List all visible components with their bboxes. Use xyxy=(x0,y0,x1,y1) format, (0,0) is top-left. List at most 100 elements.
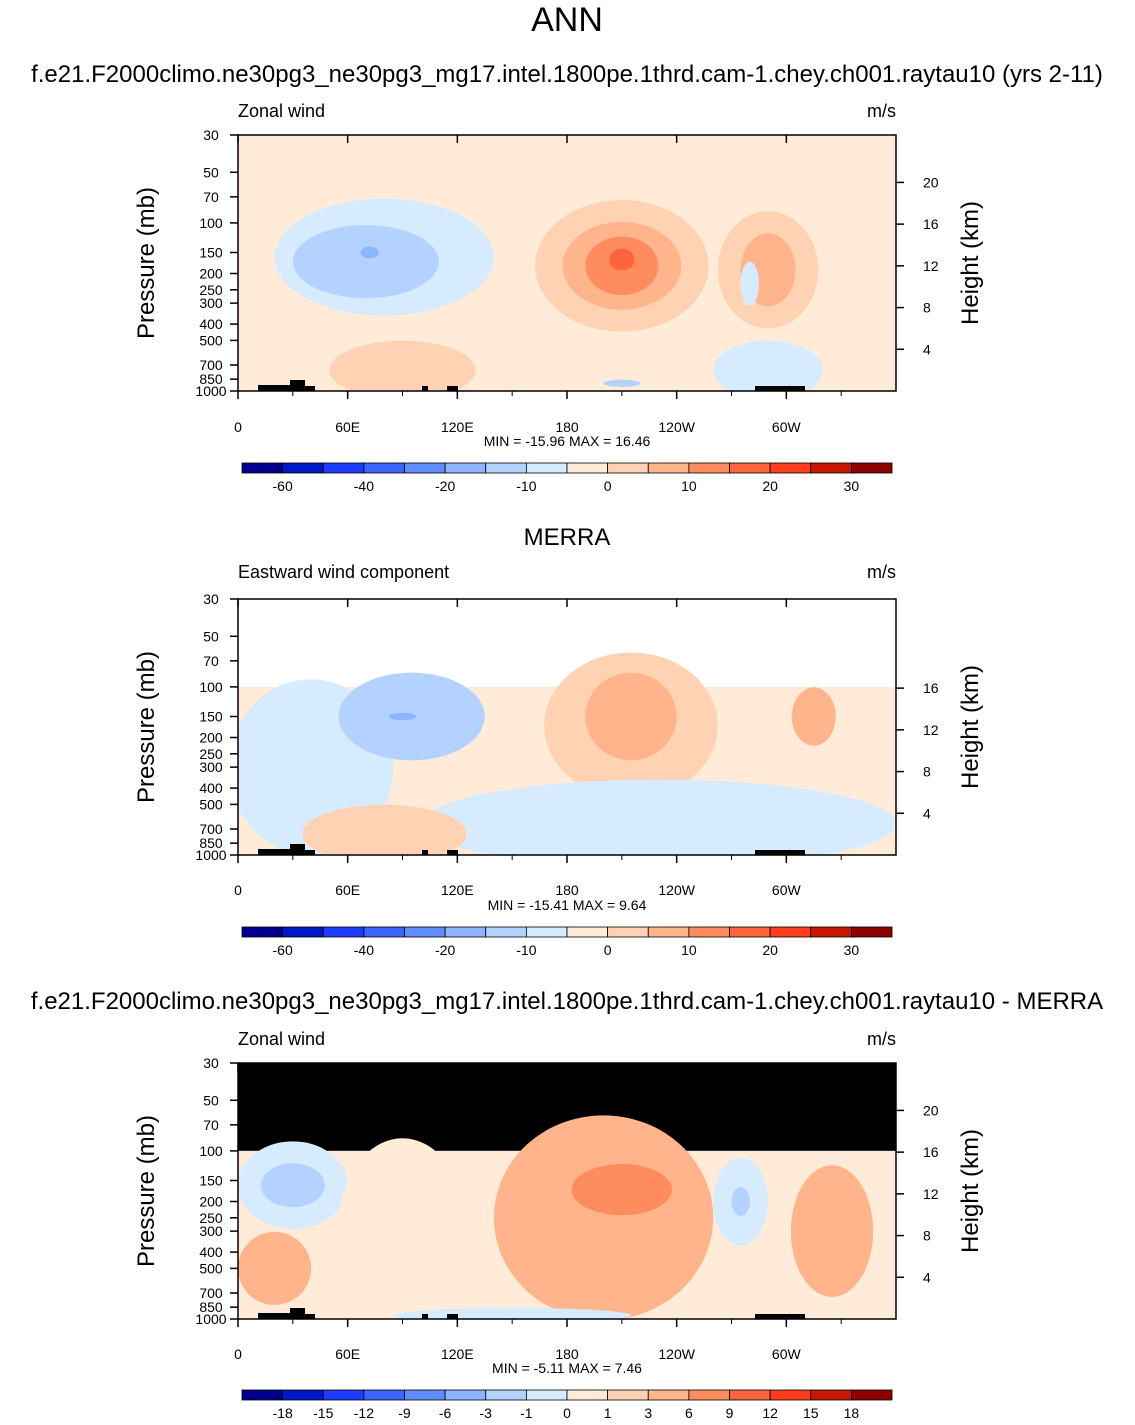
colorbar-label: -20 xyxy=(435,478,455,494)
topography-mask xyxy=(305,386,315,391)
y-tick-label: 200 xyxy=(199,266,223,282)
x-tick-label: 180 xyxy=(555,419,579,435)
y2-tick-label: 12 xyxy=(923,1186,939,1202)
contour-region xyxy=(585,672,677,761)
x-tick-label: 180 xyxy=(555,1346,579,1362)
colorbar-label: 20 xyxy=(762,478,778,494)
colorbar-swatch xyxy=(444,926,487,938)
topography-mask xyxy=(422,386,428,391)
colorbar-swatch xyxy=(850,1389,893,1401)
colorbar-label: 10 xyxy=(681,942,697,958)
colorbar-swatch xyxy=(444,462,487,474)
contour-region xyxy=(740,261,759,306)
panel-units: m/s xyxy=(867,562,896,582)
colorbar-swatch xyxy=(647,1389,690,1401)
colorbar-swatch xyxy=(729,1389,771,1401)
plot-area xyxy=(238,1063,896,1319)
y-tick-label: 30 xyxy=(203,1055,219,1071)
x-tick-label: 120W xyxy=(658,1346,695,1362)
y-tick-label: 100 xyxy=(199,1143,223,1159)
panel-3: f.e21.F2000climo.ne30pg3_ne30pg3_mg17.in… xyxy=(31,988,1103,1421)
contour-region xyxy=(713,340,823,391)
colorbar-label: -15 xyxy=(313,1405,333,1421)
colorbar-swatch xyxy=(363,1389,405,1401)
colorbar-swatch xyxy=(485,926,527,938)
page-title: ANN xyxy=(531,1,603,39)
colorbar-label: 0 xyxy=(604,478,612,494)
y-tick-label: 1000 xyxy=(195,383,226,399)
colorbar-swatch xyxy=(810,462,852,474)
x-tick-label: 60W xyxy=(772,882,802,898)
colorbar-label: 15 xyxy=(803,1405,819,1421)
colorbar-label: -10 xyxy=(516,478,536,494)
panel-units: m/s xyxy=(867,1029,896,1049)
contour-region xyxy=(420,779,896,855)
colorbar-label: -20 xyxy=(435,942,455,958)
colorbar-swatch xyxy=(647,462,690,474)
colorbar-swatch xyxy=(688,1389,730,1401)
x-tick-label: 60E xyxy=(335,1346,360,1362)
contour-region xyxy=(360,246,379,259)
x-tick-label: 60E xyxy=(335,882,360,898)
colorbar-label: 10 xyxy=(681,478,697,494)
colorbar-swatch xyxy=(525,926,568,938)
panel-heading: f.e21.F2000climo.ne30pg3_ne30pg3_mg17.in… xyxy=(31,988,1103,1015)
y-axis-label: Pressure (mb) xyxy=(133,1115,160,1267)
y-tick-label: 500 xyxy=(199,796,223,812)
colorbar-swatch xyxy=(444,1389,487,1401)
y2-axis-label: Height (km) xyxy=(957,1129,984,1253)
colorbar-swatch xyxy=(729,462,771,474)
colorbar-swatch xyxy=(769,1389,812,1401)
y2-tick-label: 20 xyxy=(923,1102,939,1118)
y-tick-label: 1000 xyxy=(195,847,226,863)
y-tick-label: 100 xyxy=(199,679,223,695)
y-tick-label: 500 xyxy=(199,332,223,348)
colorbar-swatch xyxy=(607,926,649,938)
colorbar-swatch xyxy=(729,926,771,938)
y-tick-label: 150 xyxy=(199,244,223,260)
colorbar-swatch xyxy=(566,1389,609,1401)
contour-region xyxy=(493,1115,714,1319)
colorbar-label: 18 xyxy=(844,1405,860,1421)
x-tick-label: 180 xyxy=(555,882,579,898)
colorbar-swatch xyxy=(769,462,812,474)
panel-heading: MERRA xyxy=(524,524,611,551)
colorbar-swatch xyxy=(404,462,446,474)
colorbar-label: -6 xyxy=(439,1405,452,1421)
topography-mask xyxy=(258,1313,290,1319)
plot-area xyxy=(238,599,896,855)
colorbar-label: 30 xyxy=(844,478,860,494)
colorbar-label: 9 xyxy=(726,1405,734,1421)
topography-mask xyxy=(422,1314,428,1319)
y-tick-label: 400 xyxy=(199,780,223,796)
contour-region xyxy=(292,225,440,299)
y2-tick-label: 8 xyxy=(923,300,931,316)
colorbar-swatch xyxy=(810,926,852,938)
y2-tick-label: 16 xyxy=(923,680,939,696)
field-stats: MIN = -15.96 MAX = 16.46 xyxy=(484,433,651,449)
x-tick-label: 120E xyxy=(441,419,474,435)
contour-region xyxy=(260,1163,325,1208)
colorbar-swatch xyxy=(810,1389,852,1401)
contour-region xyxy=(731,1186,750,1217)
panel-variable-label: Zonal wind xyxy=(238,101,325,121)
colorbar-label: -60 xyxy=(273,942,293,958)
colorbar-swatch xyxy=(525,1389,568,1401)
colorbar-label: -9 xyxy=(398,1405,411,1421)
colorbar-label: -1 xyxy=(520,1405,533,1421)
y2-axis-label: Height (km) xyxy=(957,201,984,325)
colorbar-swatch xyxy=(282,462,324,474)
y2-tick-label: 12 xyxy=(923,722,939,738)
colorbar-swatch xyxy=(485,1389,527,1401)
contour-region xyxy=(791,687,836,746)
colorbar-label: -40 xyxy=(354,942,374,958)
topography-mask xyxy=(305,850,315,855)
field-stats: MIN = -5.11 MAX = 7.46 xyxy=(492,1360,642,1376)
colorbar-label: -12 xyxy=(354,1405,374,1421)
colorbar-swatch xyxy=(525,462,568,474)
y2-axis-label: Height (km) xyxy=(957,665,984,789)
topography-mask xyxy=(422,850,428,855)
colorbar-label: 12 xyxy=(762,1405,778,1421)
